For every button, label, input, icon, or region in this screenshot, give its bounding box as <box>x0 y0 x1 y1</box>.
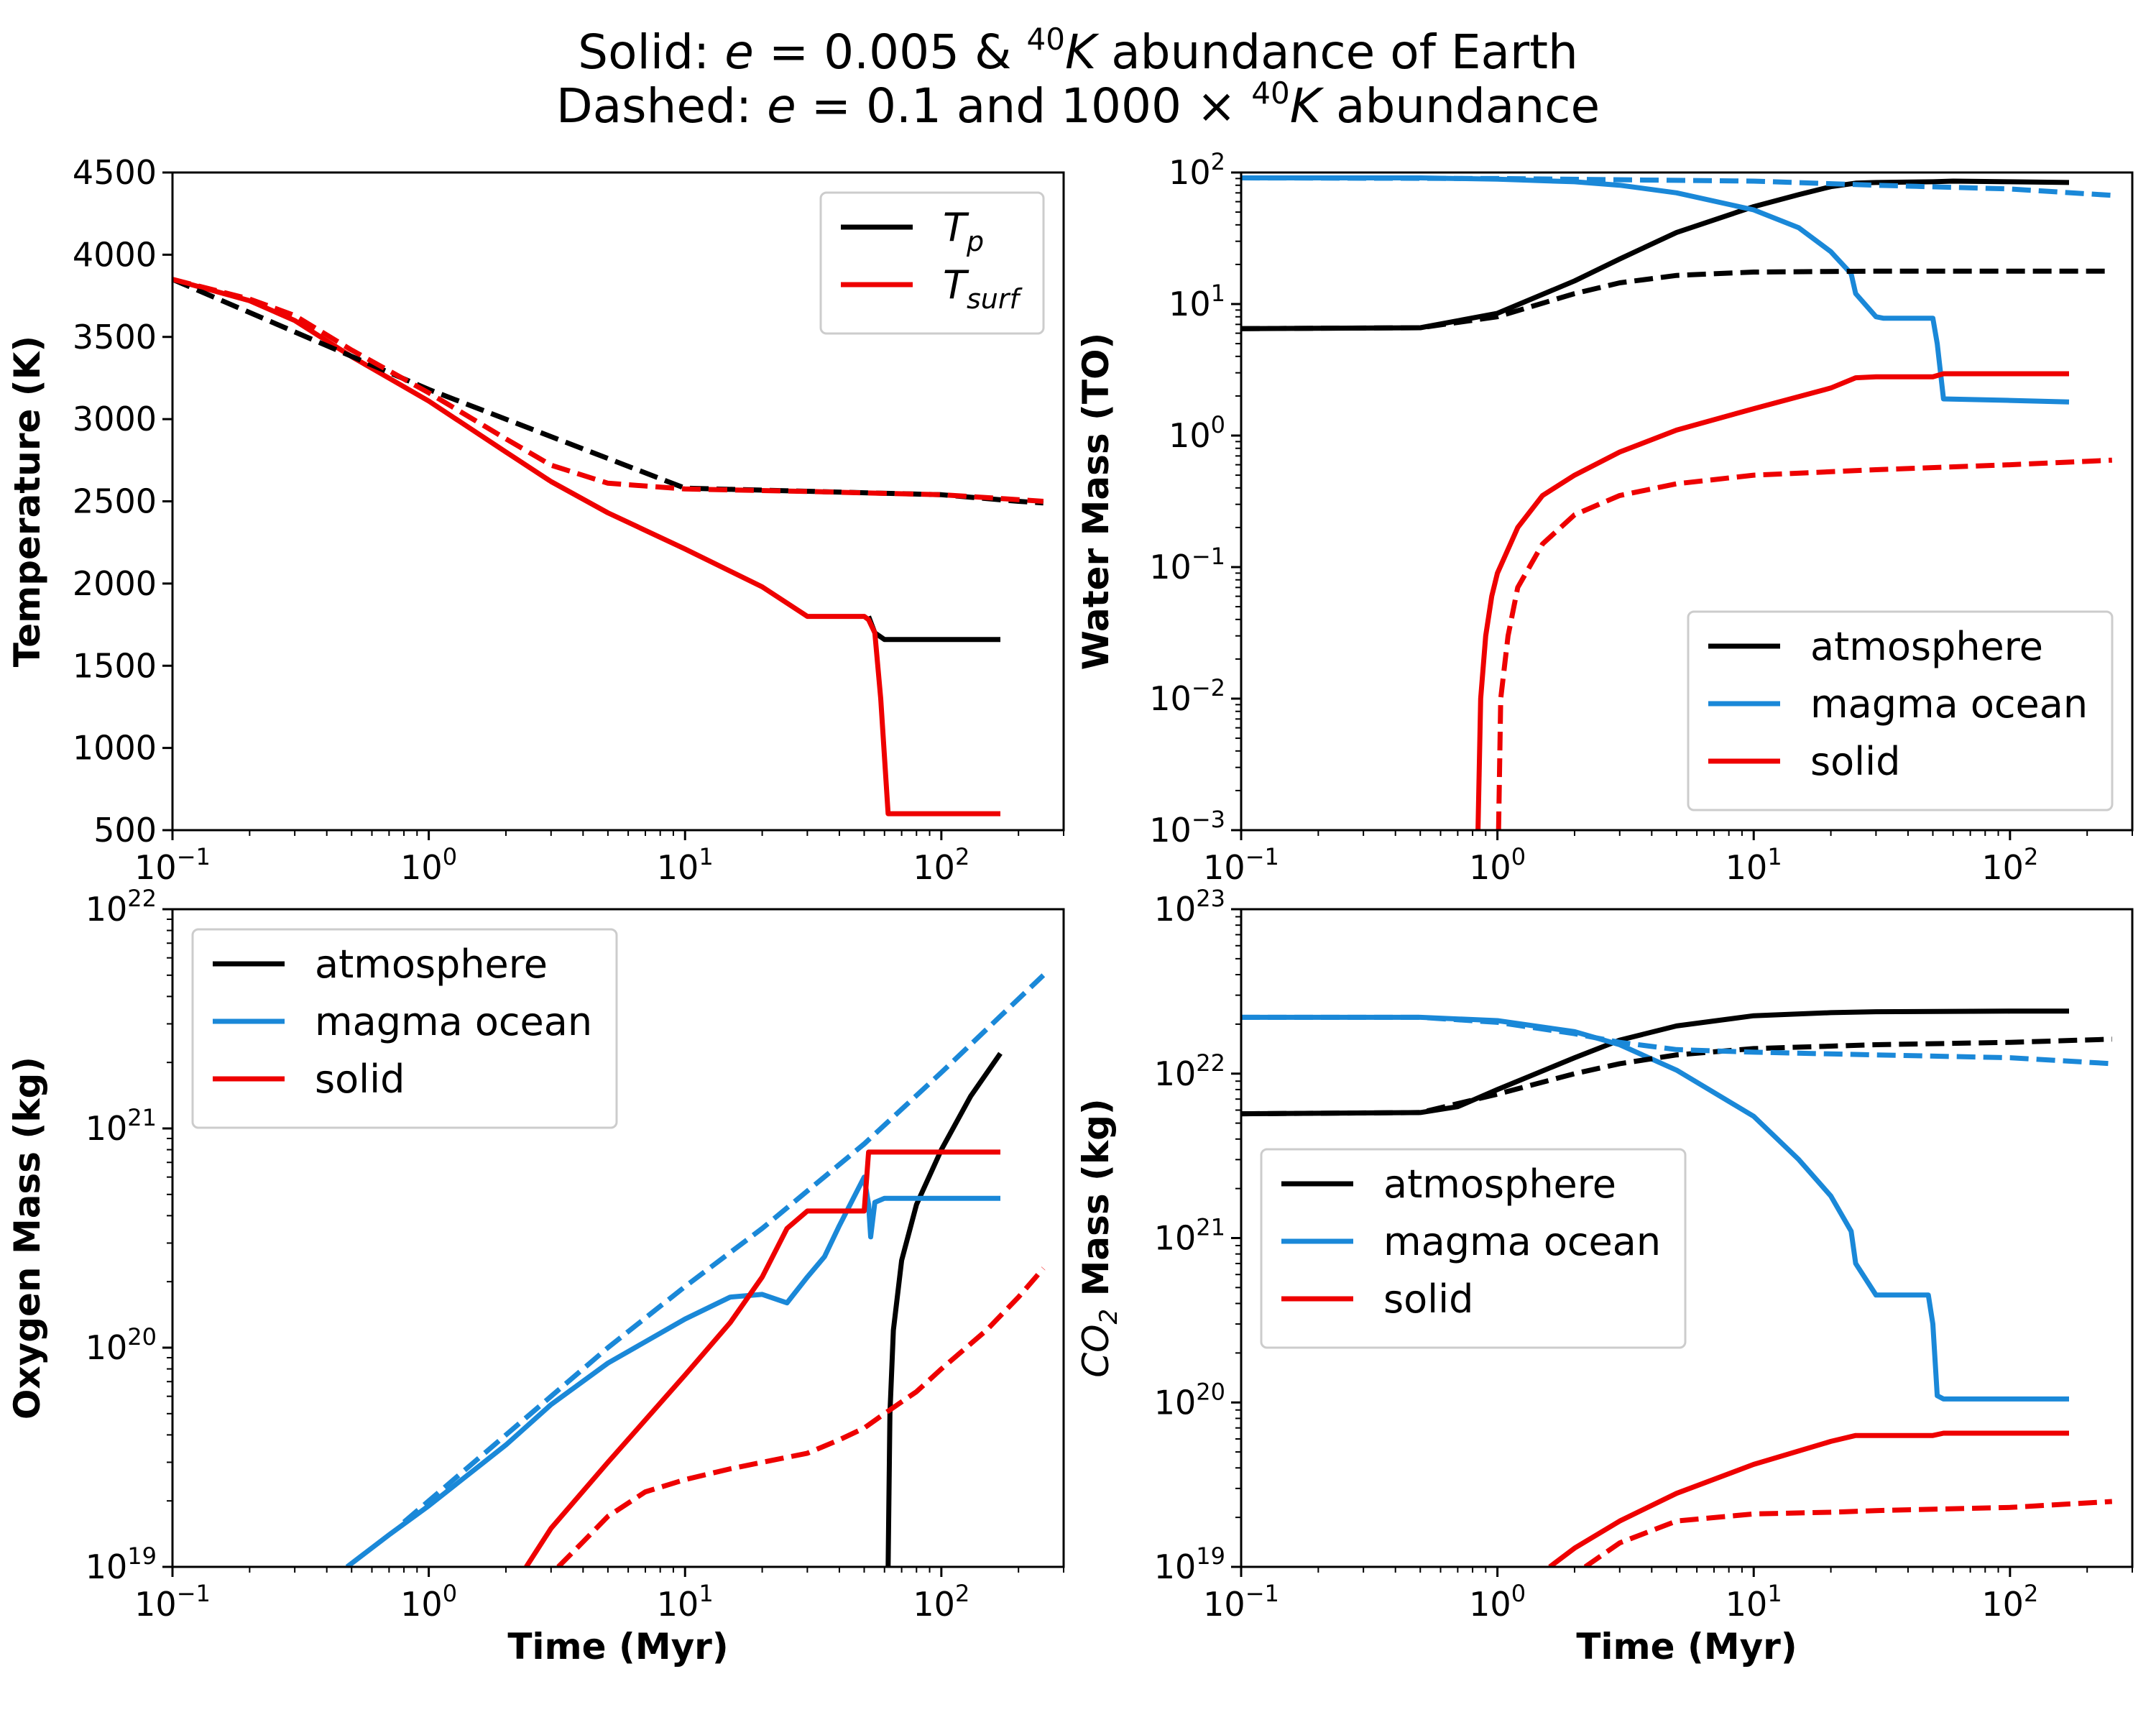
y-axis-label: CO2 Mass (kg) <box>1075 1098 1123 1378</box>
legend-label: solid <box>315 1057 405 1102</box>
water-mass-panel: 10−1 100 101 102 10−3 10−2 10−1 100 101 102 Water … <box>1075 148 2134 887</box>
x-tick-label: 10−1 <box>134 843 211 887</box>
series-line-0 <box>1241 1008 2069 1117</box>
y-tick-label: 1021 <box>86 1104 157 1148</box>
y-tick-label: 1000 <box>73 729 157 768</box>
title-line-1: Solid: e = 0.005 & 40K abundance of Eart… <box>578 22 1578 80</box>
plot-area <box>1241 1008 2113 1567</box>
series-line-2 <box>524 1149 1000 1567</box>
title-line-2: Dashed: e = 0.1 and 1000 × 40K abundance <box>556 75 1600 134</box>
x-tick-label: 102 <box>913 843 969 887</box>
x-tick-label: 102 <box>1981 1580 2038 1624</box>
x-tick-label: 101 <box>1726 843 1782 887</box>
y-axis-label: Temperature (K) <box>6 336 48 668</box>
legend-label: atmosphere <box>315 942 548 987</box>
x-tick-label: 102 <box>913 1580 969 1624</box>
y-tick-label: 1021 <box>1154 1214 1225 1258</box>
y-tick-label: 2000 <box>73 564 157 603</box>
y-tick-label: 4000 <box>73 235 157 274</box>
series-line-3 <box>1241 268 2112 331</box>
legend: atmosphere magma ocean solid <box>1687 610 2114 811</box>
y-tick-label: 1019 <box>86 1542 157 1586</box>
legend-box <box>1687 610 2114 811</box>
legend-box <box>1260 1148 1687 1349</box>
y-tick-label: 1019 <box>1154 1542 1225 1586</box>
x-tick-label: 10−1 <box>1203 1580 1279 1624</box>
legend-label: magma ocean <box>1383 1219 1661 1264</box>
y-tick-label: 102 <box>1169 148 1225 192</box>
x-tick-label: 100 <box>1469 1580 1526 1624</box>
legend-label: atmosphere <box>1383 1162 1616 1207</box>
series-line-5 <box>1496 457 2112 830</box>
legend-box <box>191 928 618 1129</box>
plot-area <box>172 277 1044 816</box>
y-tick-label: 1023 <box>1154 885 1225 929</box>
y-tick-label: 10−2 <box>1149 674 1225 718</box>
axes-frame <box>171 908 1065 1568</box>
legend-label: solid <box>1383 1276 1473 1322</box>
co2-mass-panel: 10−1 100 101 102 1019 1020 1021 1022 1023 CO2 Mas… <box>1075 885 2134 1668</box>
legend-label: magma ocean <box>315 999 592 1044</box>
series-line-0 <box>1241 178 2070 331</box>
y-tick-label: 1020 <box>1154 1378 1225 1422</box>
x-axis-label: Time (Myr) <box>507 1626 728 1668</box>
series-line-2 <box>1548 1430 2069 1567</box>
y-tick-label: 3000 <box>73 400 157 438</box>
y-tick-label: 500 <box>93 811 157 850</box>
series-line-0 <box>885 1052 1003 1567</box>
legend-label: Tp <box>943 205 984 257</box>
series-line-4 <box>1241 1014 2113 1067</box>
y-tick-label: 101 <box>1169 280 1225 323</box>
x-tick-label: 100 <box>1469 843 1526 887</box>
series-line-2 <box>172 277 1044 506</box>
x-tick-label: 101 <box>657 843 714 887</box>
series-line-4 <box>1241 175 2113 198</box>
x-tick-label: 101 <box>657 1580 714 1624</box>
y-tick-label: 1022 <box>1154 1049 1225 1093</box>
x-tick-label: 102 <box>1981 843 2038 887</box>
temperature-panel: 10−1 100 101 102 500 1000 1500 2000 2500 3000 3500… <box>6 153 1065 887</box>
y-axis-label: Water Mass (TO) <box>1075 333 1117 671</box>
plot-area <box>345 973 1046 1567</box>
legend-label: Tsurf <box>943 262 1023 315</box>
legend: atmosphere magma ocean solid <box>1260 1148 1687 1349</box>
series-line-2 <box>1475 371 2069 830</box>
y-tick-label: 1022 <box>86 885 157 929</box>
oxygen-mass-panel: 10−1 100 101 102 1019 1020 1021 1022 Oxygen Mass… <box>6 885 1065 1668</box>
y-tick-label: 2500 <box>73 482 157 521</box>
plot-area <box>1241 175 2113 830</box>
x-tick-label: 100 <box>400 1580 457 1624</box>
series-line-5 <box>1583 1499 2113 1567</box>
axes-frame <box>1240 171 2134 832</box>
legend: atmosphere magma ocean solid <box>191 928 618 1129</box>
x-tick-label: 10−1 <box>1203 843 1279 887</box>
series-line-3 <box>402 973 1046 1524</box>
series-line-1 <box>345 1174 1000 1567</box>
y-tick-label: 10−3 <box>1149 806 1225 850</box>
y-tick-label: 1020 <box>86 1323 157 1367</box>
y-tick-label: 1500 <box>73 646 157 685</box>
legend-label: solid <box>1810 739 1900 784</box>
x-tick-label: 100 <box>400 843 457 887</box>
y-tick-label: 4500 <box>73 153 157 192</box>
y-axis-label: Oxygen Mass (kg) <box>6 1057 48 1420</box>
legend-label: atmosphere <box>1810 624 2043 669</box>
y-tick-label: 3500 <box>73 318 157 356</box>
x-tick-label: 10−1 <box>134 1580 211 1624</box>
y-tick-label: 100 <box>1169 411 1225 455</box>
series-line-4 <box>556 1266 1046 1567</box>
series-line-3 <box>1241 1036 2112 1117</box>
x-axis-label: Time (Myr) <box>1576 1626 1797 1668</box>
x-tick-label: 101 <box>1726 1580 1782 1624</box>
y-tick-label: 10−1 <box>1149 543 1225 586</box>
legend-label: magma ocean <box>1810 681 2088 727</box>
